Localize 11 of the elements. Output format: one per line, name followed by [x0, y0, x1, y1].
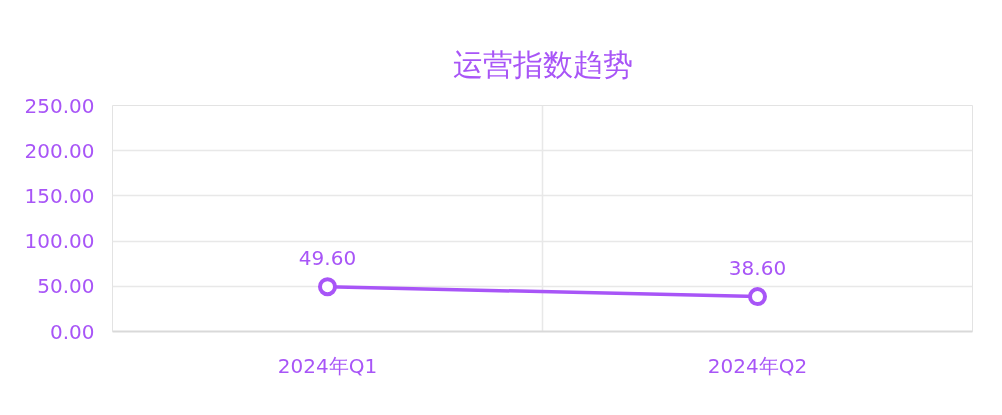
y-tick-label: 100.00 [24, 229, 95, 254]
x-tick-label: 2024年Q2 [707, 353, 808, 378]
data-label: 38.60 [728, 255, 787, 280]
data-label: 49.60 [298, 245, 357, 270]
y-tick-label: 250.00 [24, 93, 95, 118]
chart-title: 运营指数趋势 [452, 46, 633, 82]
y-tick-label: 0.00 [49, 319, 95, 344]
y-tick-label: 50.00 [37, 274, 95, 299]
y-tick-label: 200.00 [24, 138, 95, 163]
x-tick-label: 2024年Q1 [277, 353, 378, 378]
y-tick-label: 150.00 [24, 183, 95, 208]
